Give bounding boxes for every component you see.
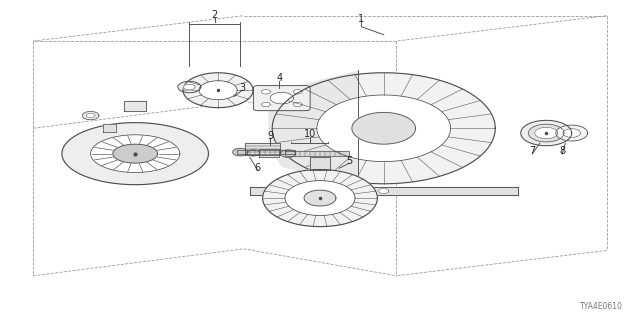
Text: 6: 6: [255, 163, 260, 172]
Polygon shape: [270, 92, 293, 104]
Polygon shape: [535, 127, 557, 139]
Text: 8: 8: [559, 147, 565, 156]
Polygon shape: [261, 102, 270, 107]
Polygon shape: [379, 188, 389, 194]
Polygon shape: [317, 95, 451, 162]
Text: 1: 1: [358, 14, 365, 24]
Text: 10: 10: [303, 129, 316, 139]
Polygon shape: [269, 71, 358, 185]
Text: 7: 7: [529, 147, 535, 156]
Polygon shape: [103, 124, 116, 132]
Text: 5: 5: [346, 156, 353, 166]
Polygon shape: [246, 150, 259, 156]
Polygon shape: [124, 101, 147, 111]
Polygon shape: [183, 73, 253, 108]
Polygon shape: [563, 129, 580, 137]
Polygon shape: [233, 148, 248, 156]
Polygon shape: [310, 157, 330, 170]
Polygon shape: [184, 84, 195, 90]
Polygon shape: [521, 120, 572, 146]
Polygon shape: [285, 180, 355, 215]
Polygon shape: [237, 150, 294, 154]
Polygon shape: [91, 135, 180, 172]
Polygon shape: [304, 190, 336, 206]
Polygon shape: [113, 144, 157, 163]
Polygon shape: [199, 81, 237, 100]
Text: 2: 2: [212, 10, 218, 20]
Polygon shape: [250, 187, 518, 195]
Text: 4: 4: [276, 74, 282, 84]
Polygon shape: [529, 124, 564, 142]
Polygon shape: [293, 90, 302, 94]
FancyBboxPatch shape: [253, 86, 310, 111]
Polygon shape: [83, 111, 99, 120]
Polygon shape: [285, 151, 349, 156]
Polygon shape: [261, 90, 270, 94]
Text: 3: 3: [239, 83, 245, 93]
Polygon shape: [86, 113, 95, 118]
Text: TYA4E0610: TYA4E0610: [580, 302, 623, 311]
Polygon shape: [556, 125, 588, 141]
Polygon shape: [245, 143, 280, 155]
Polygon shape: [259, 149, 278, 157]
Polygon shape: [272, 73, 495, 184]
Polygon shape: [293, 102, 302, 107]
Polygon shape: [280, 150, 296, 157]
Polygon shape: [262, 170, 378, 227]
Polygon shape: [62, 123, 209, 185]
Polygon shape: [352, 112, 415, 144]
Text: 9: 9: [268, 131, 273, 141]
Polygon shape: [178, 81, 201, 93]
